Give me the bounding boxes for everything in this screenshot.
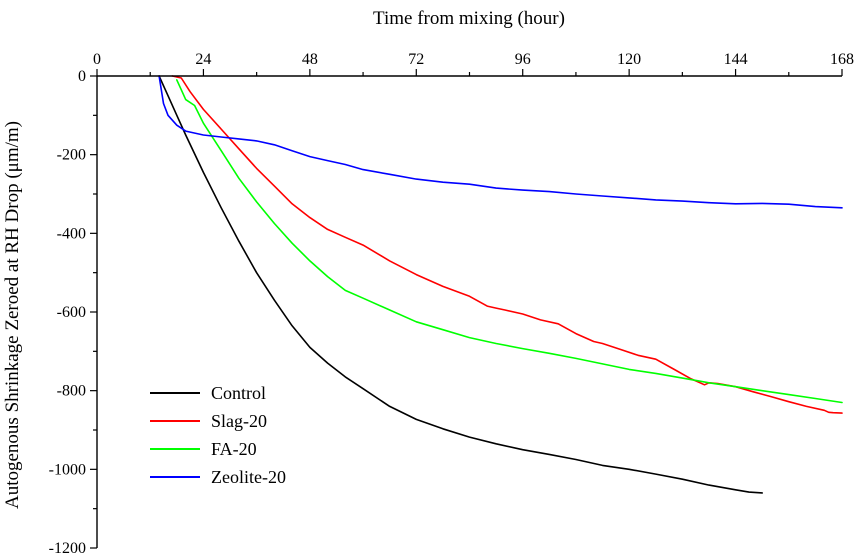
y-tick-label: -1000	[49, 461, 86, 478]
y-tick-label: -600	[57, 304, 86, 321]
axes: 0 24 48 72 96 120 144 168 0 -200 -400 -600 -800 -1000…	[49, 51, 854, 557]
legend: Control Slag-20 FA-20 Zeolite-20	[150, 383, 286, 487]
legend-label: Control	[211, 383, 266, 403]
x-axis-title: Time from mixing (hour)	[373, 8, 565, 29]
x-tick-label: 144	[724, 51, 748, 68]
legend-label: Zeolite-20	[211, 467, 286, 487]
x-tick-label: 120	[617, 51, 641, 68]
x-tick-label: 48	[302, 51, 318, 68]
y-tick-label: -400	[57, 225, 86, 242]
x-tick-label: 168	[830, 51, 854, 68]
y-tick-label: 0	[78, 68, 86, 85]
y-tick-label: -200	[57, 147, 86, 164]
legend-label: FA-20	[211, 439, 257, 459]
series-line-zeolite-20	[158, 75, 843, 209]
y-tick-label: -1200	[49, 540, 86, 557]
y-tick-label: -800	[57, 383, 86, 400]
x-tick-label: 0	[93, 51, 101, 68]
x-tick-label: 72	[408, 51, 424, 68]
legend-label: Slag-20	[211, 411, 267, 431]
series-line-slag-20	[171, 75, 843, 414]
plot-area	[158, 75, 843, 494]
x-tick-label: 24	[195, 51, 211, 68]
series-line-fa-20	[176, 79, 843, 404]
series-line-control	[158, 75, 764, 494]
x-tick-label: 96	[515, 51, 531, 68]
y-axis-title: Autogenous Shrinkage Zeroed at RH Drop (…	[2, 121, 23, 509]
